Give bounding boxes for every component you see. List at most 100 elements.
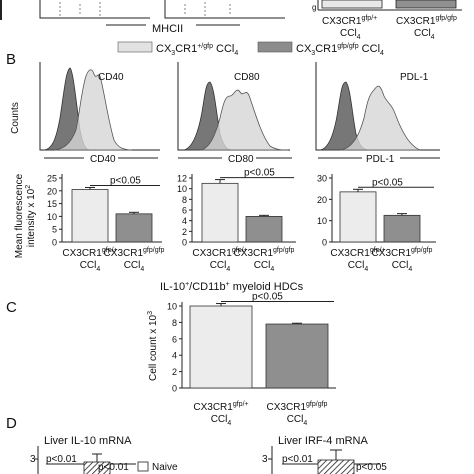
bar-cd80-ytick-label-4: 8: [182, 195, 187, 205]
bar-cd40-significance-label: p<0.05: [110, 175, 141, 186]
counts-label: Counts: [10, 102, 21, 134]
panel-d-right-hatched-bar: [317, 459, 355, 474]
panel-d-right-title: Liver IRF-4 mRNA: [278, 435, 369, 447]
top-histogram-axis-1: [39, 0, 150, 19]
panel-d-right-p2: p<0.05: [356, 462, 387, 473]
mfi-ylabel-line2: intensity x 102: [25, 185, 37, 247]
mfi-ylabel-line1: Mean fluorescence: [14, 173, 25, 258]
bar-il10-ytick-label-4: 8: [172, 318, 177, 328]
bar-cd80-ytick-label-0: 0: [182, 238, 187, 248]
histogram-pdl1: PDL-1 PDL-1: [315, 62, 440, 165]
bar-cd40-ytick-label-1: 5: [52, 225, 57, 235]
bar-il10-category-ccl4-2: CCl4: [287, 414, 308, 427]
bar-il10-ytick-label-0: 0: [172, 384, 177, 394]
bar-cd80-bar-1: [201, 182, 239, 243]
bar-cd80-category-label-1: CX3CR1gfp/+: [192, 247, 247, 259]
panel-c-title: IL-10+/CD11b+ myeloid HDCs: [160, 281, 304, 293]
top-crop-edge: [0, 0, 2, 20]
bar-pdl1-category-ccl4-1: CCl4: [348, 260, 369, 273]
histogram-cd80-xlabel: CD80: [228, 154, 254, 165]
top-group1-label: CX3CR1gfp/+: [322, 15, 377, 27]
bar-pdl1-ytick-label-3: 30: [317, 174, 327, 184]
bar-il10-category-ccl4-1: CCl4: [211, 414, 232, 427]
bar-chart-pdl1: 0102030CX3CR1gfp/+CCl4CX3CR1gfp/gfpCCl4p…: [317, 174, 436, 273]
bar-cd40-ytick-label-3: 15: [47, 199, 57, 209]
bar-pdl1-ytick-label-0: 0: [322, 238, 327, 248]
bar-pdl1-ytick-label-2: 20: [317, 195, 327, 205]
bar-pdl1-bar-1: [339, 191, 377, 243]
panel-d-right-chart: 3 p<0.01 p<0.05: [262, 446, 387, 474]
bar-chart-cd40: 0510152025CX3CR1gfp/+CCl4CX3CR1gfp/gfpCC…: [47, 174, 165, 274]
bar-cd80-category-label-2: CX3CR1gfp/gfp: [234, 247, 295, 259]
legend-label-gfp-het: CX3CR1+/gfp CCl4: [156, 43, 238, 57]
bar-il10-ytick-label-2: 4: [172, 351, 177, 361]
top-histogram-axis-2: [164, 0, 285, 19]
top-bar-yaxis-label: g: [312, 3, 316, 12]
top-histogram-gates: [59, 2, 101, 16]
bar-il10-category-label-1: CX3CR1gfp/+: [193, 401, 248, 413]
legend-label-gfp-homo: CX3CR1gfp/gfp CCl4: [296, 43, 384, 57]
panel-d-left-chart: 3 p<0.01 p<0.01 Naive: [30, 446, 178, 474]
top-xlabel: MHCII: [152, 23, 183, 35]
panel-d-letter: D: [6, 415, 17, 432]
panel-d-left-p1: p<0.01: [46, 454, 77, 465]
bar-chart-cd80: 024681012CX3CR1gfp/+CCl4CX3CR1gfp/gfpCCl…: [177, 168, 296, 273]
bar-cd40-ytick-label-4: 20: [47, 186, 57, 196]
bar-cd40-category-label-2: CX3CR1gfp/gfp: [104, 247, 165, 259]
top-strip: MHCII g CX3CR1gfp/+ CX3CR1gfp/gfp CCl4 C…: [0, 0, 462, 41]
bar-cd40-bar-2: [115, 213, 153, 243]
panel-d-left-title: Liver IL-10 mRNA: [44, 435, 132, 447]
bar-il10-category-label-2: CX3CR1gfp/gfp: [267, 401, 328, 413]
panel-b-legend: CX3CR1+/gfp CCl4 CX3CR1gfp/gfp CCl4: [117, 41, 384, 57]
bar-cd80-ytick-label-1: 2: [182, 227, 187, 237]
bar-chart-il10: 0246810CX3CR1gfp/+CCl4CX3CR1gfp/gfpCCl4p…: [167, 292, 336, 427]
bar-cd40-category-label-1: CX3CR1gfp/+: [62, 247, 117, 259]
panel-d-left-p2: p<0.01: [98, 462, 129, 473]
top-bar-1: [321, 0, 383, 9]
bar-cd40-ytick-label-2: 10: [47, 212, 57, 222]
bar-cd80-ytick-label-5: 10: [177, 184, 187, 194]
histogram-pdl1-title: PDL-1: [400, 72, 429, 83]
legend-swatch-gfp-homo: [257, 41, 293, 53]
bar-cd40-bar-1: [71, 189, 109, 243]
bar-cd80-category-ccl4-2: CCl4: [254, 260, 275, 273]
histogram-cd40-title: CD40: [98, 72, 124, 83]
panel-d-legend-naive-swatch: [137, 461, 149, 472]
panel-c-ylabel: Cell count x 103: [147, 311, 159, 381]
bar-pdl1-category-label-1: CX3CR1gfp/+: [330, 247, 385, 259]
panel-d-left-tick-3: 3: [30, 454, 36, 465]
bar-pdl1-category-ccl4-2: CCl4: [392, 260, 413, 273]
top-group2-ccl4: CCl4: [414, 28, 435, 41]
panel-d-right-tick-3: 3: [262, 454, 268, 465]
panel-b-letter: B: [6, 51, 16, 68]
bar-il10-ytick-label-3: 6: [172, 334, 177, 344]
top-bar-2: [395, 0, 457, 9]
bar-cd80-significance-label: p<0.05: [244, 168, 275, 179]
bar-il10-significance-label: p<0.05: [252, 292, 283, 303]
top-histogram-gates-2: [184, 2, 231, 16]
panel-d-right-p1: p<0.01: [282, 454, 313, 465]
histogram-cd80-gfp-het-peak: [199, 89, 289, 151]
bar-cd40-ytick-label-0: 0: [52, 238, 57, 248]
bar-pdl1-ytick-label-1: 10: [317, 216, 327, 226]
bar-il10-ytick-label-1: 2: [172, 367, 177, 377]
bar-il10-ytick-label-5: 10: [167, 302, 177, 312]
bar-cd80-bar-2: [245, 215, 283, 243]
panel-c-letter: C: [6, 299, 17, 316]
bar-cd40-ytick-label-5: 25: [47, 174, 57, 184]
histogram-cd80-title: CD80: [234, 72, 260, 83]
histogram-cd40-gfp-het-peak: [53, 69, 133, 151]
histogram-pdl1-gfp-het-peak: [339, 85, 421, 151]
bar-cd40-category-ccl4-1: CCl4: [80, 260, 101, 273]
histogram-cd80: CD80 CD80: [177, 62, 292, 165]
bar-il10-bar-1: [189, 305, 253, 389]
histogram-pdl1-xlabel: PDL-1: [366, 154, 395, 165]
bar-cd80-ytick-label-6: 12: [177, 174, 187, 184]
histogram-cd40: CD40 CD40: [39, 62, 160, 165]
bar-il10-bar-2: [265, 323, 329, 389]
top-group2-label: CX3CR1gfp/gfp: [396, 15, 457, 27]
legend-swatch-gfp-het: [117, 41, 153, 53]
bar-pdl1-bar-2: [383, 214, 421, 243]
bar-pdl1-significance-label: p<0.05: [372, 177, 403, 188]
top-group1-ccl4: CCl4: [340, 28, 361, 41]
